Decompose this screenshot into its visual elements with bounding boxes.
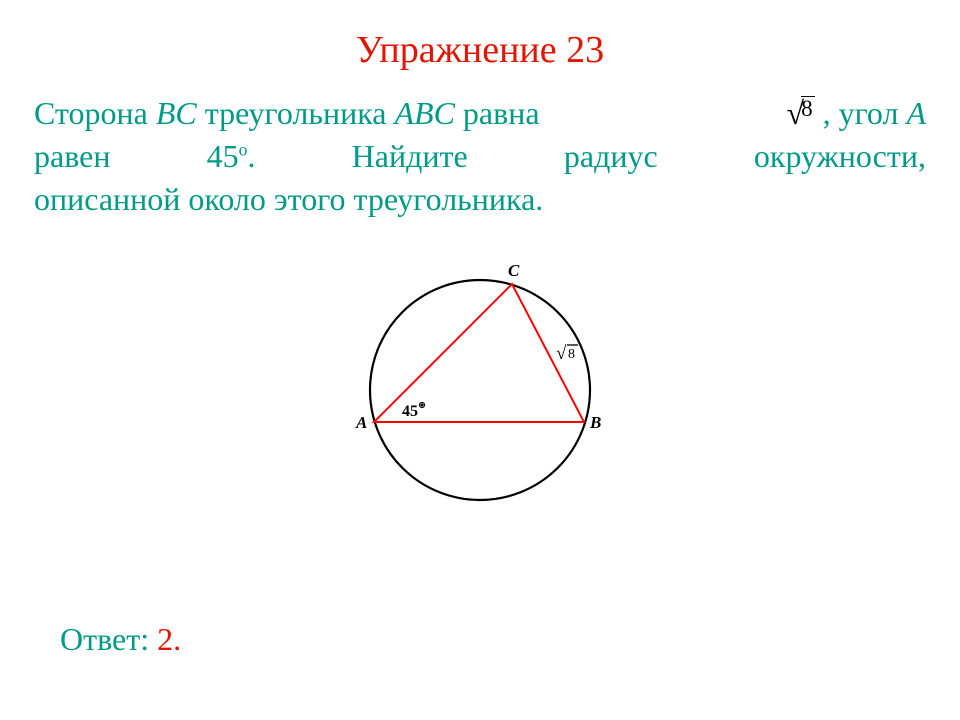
angle-period: . xyxy=(247,138,255,174)
var-BC: BC xyxy=(156,95,197,131)
svg-text:A: A xyxy=(355,413,367,432)
l2w2: Найдите xyxy=(352,135,468,178)
answer-label: Ответ: xyxy=(60,621,157,657)
var-ABC: ABC xyxy=(394,95,454,131)
seg2: треугольника xyxy=(197,95,395,131)
seg4: , угол xyxy=(815,95,907,131)
var-A: A xyxy=(906,95,926,131)
title-text: Упражнение 23 xyxy=(356,29,604,71)
seg3: равна xyxy=(455,95,540,131)
svg-text:8: 8 xyxy=(568,347,575,362)
answer-value: 2. xyxy=(157,621,181,657)
svg-text:B: B xyxy=(589,413,601,432)
exercise-title: Упражнение 23 xyxy=(34,28,926,72)
l2w1: равен xyxy=(34,138,110,174)
angle-num: 45 xyxy=(207,138,239,174)
seg1: Сторона xyxy=(34,95,156,131)
problem-text: Сторона BC треугольника ABC равна √8 , у… xyxy=(34,92,926,222)
geometry-diagram: A B C 45 √8 xyxy=(340,250,620,520)
sqrt-val: 8 xyxy=(801,96,815,120)
svg-text:√: √ xyxy=(556,343,567,364)
svg-text:C: C xyxy=(508,261,520,280)
svg-text:45: 45 xyxy=(402,403,418,420)
l2w3: радиус xyxy=(564,135,658,178)
l2w4: окружности, xyxy=(754,135,926,178)
line3: описанной около этого треугольника. xyxy=(34,178,926,221)
sqrt-expr: √8 xyxy=(787,92,815,135)
answer-line: Ответ: 2. xyxy=(60,621,181,658)
